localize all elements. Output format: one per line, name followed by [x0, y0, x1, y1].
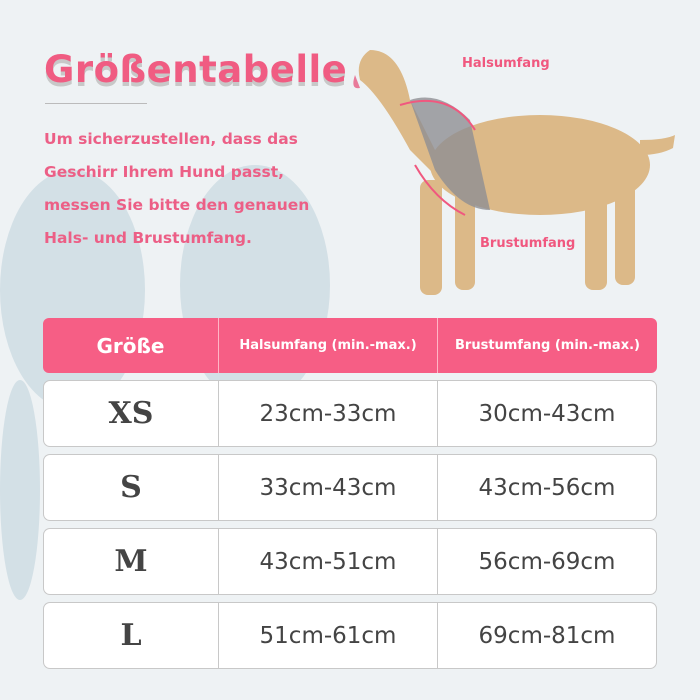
chest-cell: 69cm-81cm: [437, 602, 657, 669]
size-cell: S: [43, 454, 218, 521]
paw-print-decoration: [0, 170, 145, 410]
size-cell: XS: [43, 380, 218, 447]
page-title: Größentabelle: [44, 48, 348, 91]
table-row: L 51cm-61cm 69cm-81cm: [43, 602, 657, 669]
neck-cell: 51cm-61cm: [218, 602, 437, 669]
neck-cell: 23cm-33cm: [218, 380, 437, 447]
table-row: XS 23cm-33cm 30cm-43cm: [43, 380, 657, 447]
neck-cell: 43cm-51cm: [218, 528, 437, 595]
header-size: Größe: [96, 333, 165, 358]
table-header: Größe Halsumfang (min.-max.) Brustumfang…: [43, 318, 657, 373]
chest-cell: 43cm-56cm: [437, 454, 657, 521]
intro-text: Um sicherzustellen, dass das Geschirr Ih…: [44, 130, 310, 247]
paw-print-decoration: [180, 165, 330, 405]
paw-print-decoration: [0, 380, 40, 600]
header-chest: Brustumfang (min.-max.): [437, 318, 657, 373]
neck-cell: 33cm-43cm: [218, 454, 437, 521]
table-row: S 33cm-43cm 43cm-56cm: [43, 454, 657, 521]
chest-cell: 30cm-43cm: [437, 380, 657, 447]
size-table: Größe Halsumfang (min.-max.) Brustumfang…: [43, 311, 657, 676]
dog-image: [353, 50, 675, 295]
divider: [45, 103, 147, 104]
size-cell: M: [43, 528, 218, 595]
chest-label: Brustumfang: [480, 236, 576, 251]
neck-label: Halsumfang: [462, 56, 550, 71]
chest-cell: 56cm-69cm: [437, 528, 657, 595]
header-neck: Halsumfang (min.-max.): [218, 318, 437, 373]
table-row: M 43cm-51cm 56cm-69cm: [43, 528, 657, 595]
size-cell: L: [43, 602, 218, 669]
